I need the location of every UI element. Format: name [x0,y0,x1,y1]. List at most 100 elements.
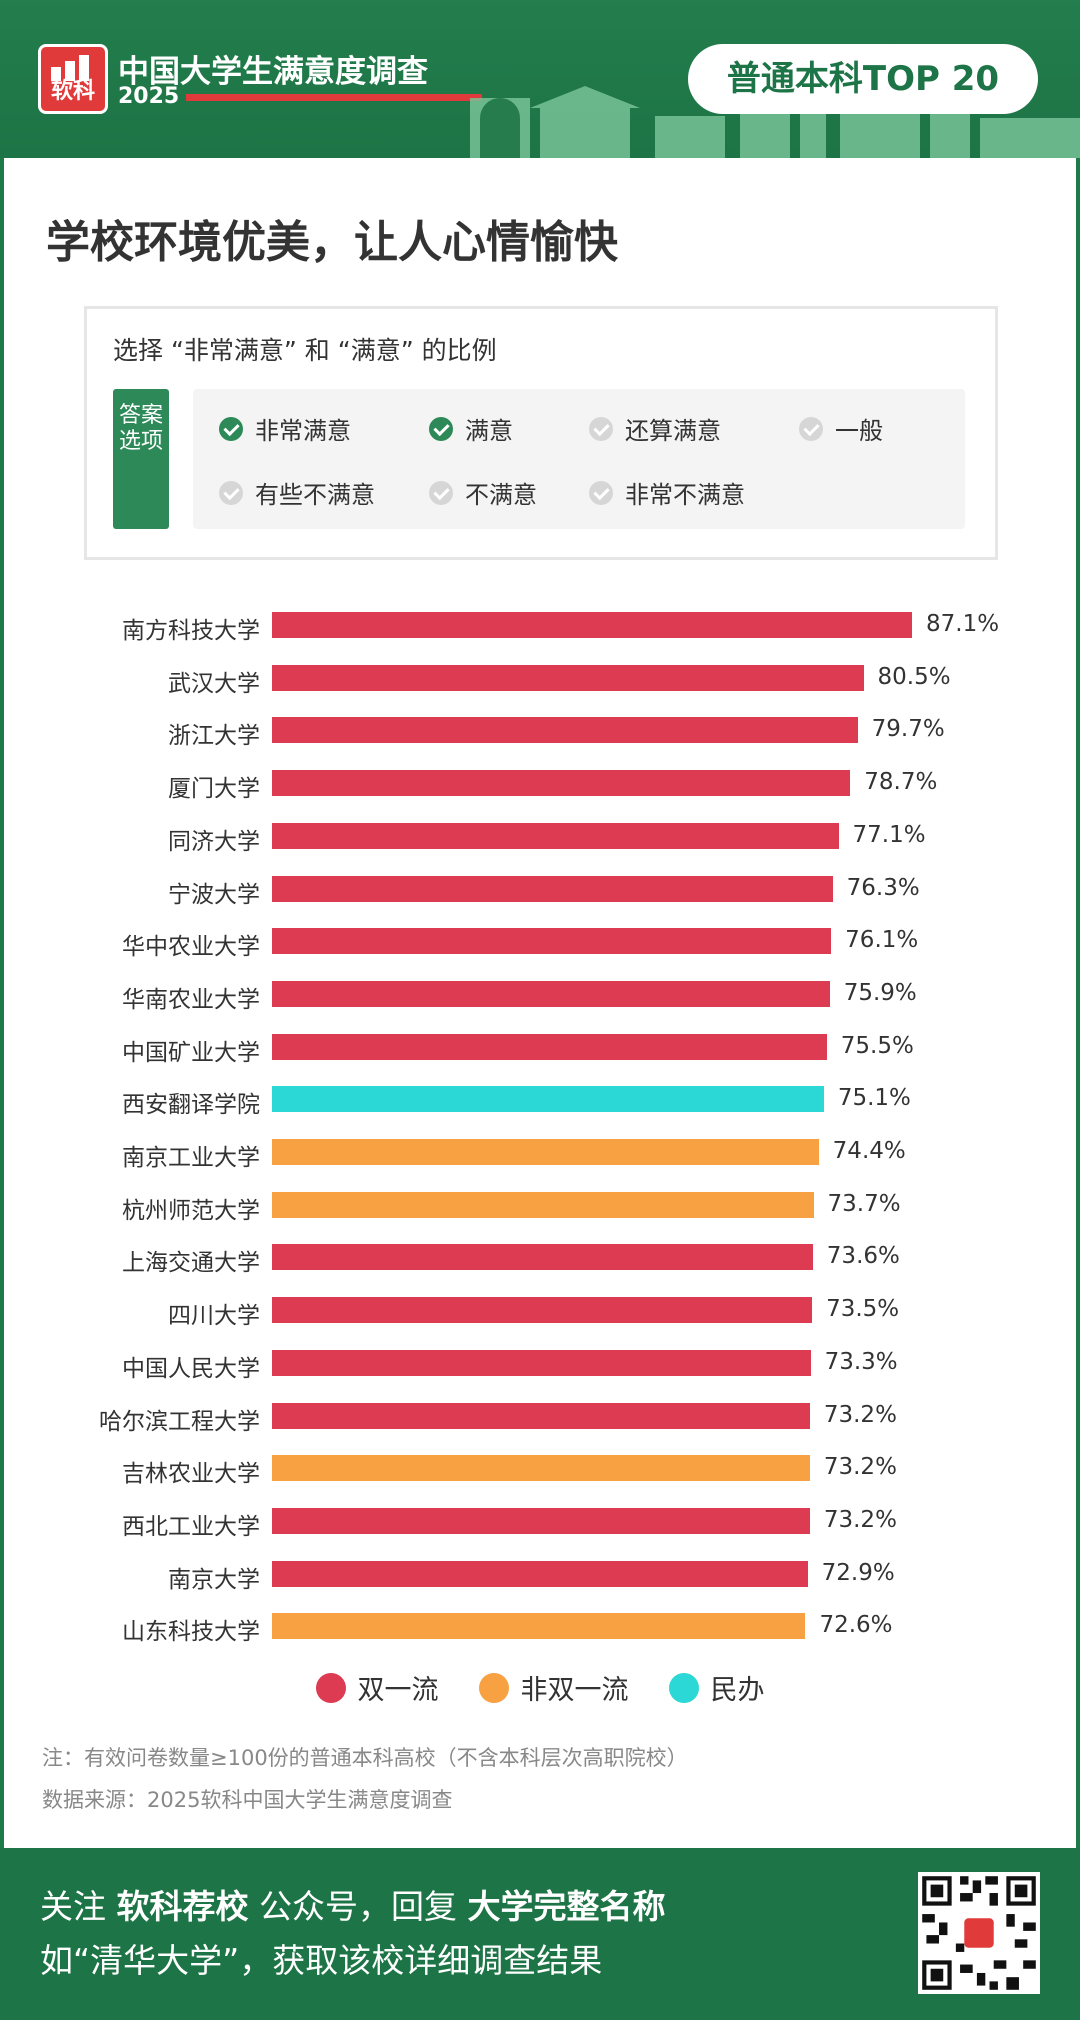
bar [272,1613,806,1640]
bar-label: 南方科技大学 [122,618,260,644]
bar [272,1560,808,1587]
bar-value-label: 73.5% [826,1296,900,1323]
legend-swatch [315,1672,346,1703]
footer-line-2: 如“清华大学”，获取该校详细调查结果 [40,1941,603,1980]
ruanke-logo: 软科 [38,44,108,114]
survey-year: 2025 [118,84,180,109]
bar-label: 山东科技大学 [122,1619,260,1646]
bar-label: 华南农业大学 [122,986,260,1013]
bar-label: 同济大学 [168,828,260,855]
answer-options-tag: 答案选项 [113,389,169,529]
legend-swatch [478,1672,509,1703]
logo-text: 软科 [50,79,95,104]
check-icon [219,480,243,505]
footer-text: 关注 [40,1887,117,1926]
bar-label: 上海交通大学 [122,1250,260,1277]
bar-value-label: 73.2% [823,1401,897,1428]
headline: 学校环境优美，让人心情愉快 [46,217,618,268]
bar-value-label: 72.6% [819,1612,893,1639]
option-satisfied: 满意 [429,411,513,446]
answer-options-box: 选择 “非常满意” 和 “满意” 的比例 答案选项 非常满意 满意 还算满意 一… [84,306,998,560]
survey-title: 中国大学生满意度调查 [118,54,428,90]
bar [272,822,839,849]
legend-label: 民办 [710,1675,765,1706]
check-icon [219,416,243,441]
bar-label: 中国人民大学 [122,1355,260,1382]
bar-value-label: 76.3% [846,874,920,901]
account-name: 软科荐校 [116,1887,249,1926]
data-source: 数据来源：2025软科中国大学生满意度调查 [42,1788,453,1812]
bar [272,1191,814,1218]
option-somewhat-dissatisfied: 有些不满意 [219,475,375,510]
option-very-dissatisfied: 非常不满意 [589,475,745,510]
bar-value-label: 79.7% [871,716,945,743]
legend-item-non-double-first-class: 非双一流 [478,1668,629,1707]
bar-value-label: 75.5% [840,1032,914,1059]
legend-swatch [668,1672,699,1703]
bar-label: 宁波大学 [168,881,260,908]
bar-value-label: 80.5% [877,663,951,690]
campus-skyline-illustration [470,86,1080,158]
reply-keyword: 大学完整名称 [467,1887,666,1926]
bar-value-label: 73.3% [824,1348,898,1375]
bar [272,770,851,797]
legend-item-double-first-class: 双一流 [315,1668,439,1707]
option-label: 还算满意 [625,417,721,445]
logo-bars-icon [51,55,97,81]
bar [272,717,858,744]
qr-code-icon[interactable] [918,1872,1040,1994]
legend-label: 非双一流 [520,1675,629,1706]
bar-value-label: 87.1% [926,611,1000,637]
check-icon [429,480,453,505]
content-card: 学校环境优美，让人心情愉快 选择 “非常满意” 和 “满意” 的比例 答案选项 … [4,158,1076,1848]
bar-value-label: 78.7% [864,769,938,796]
bar-label: 厦门大学 [168,776,260,803]
check-icon [799,416,823,441]
footer-line-1: 关注 软科荐校 公众号，回复 大学完整名称 [40,1880,665,1928]
bar [272,980,830,1007]
bar-value-label: 73.2% [823,1454,897,1481]
option-label: 满意 [465,417,513,445]
option-label: 不满意 [465,481,537,509]
bar [272,1455,810,1482]
bar [272,1402,810,1429]
bar [272,1139,819,1165]
top20-badge: 普通本科TOP 20 [688,44,1038,114]
title-underline [186,94,482,101]
chart-legend: 双一流 非双一流 民办 [4,1668,1076,1707]
bar-value-label: 77.1% [852,821,926,848]
bar-label: 南京大学 [168,1566,260,1593]
bar-value-label: 73.6% [826,1243,900,1270]
bar-label: 四川大学 [168,1303,260,1330]
footer-text: 公众号，回复 [248,1887,468,1926]
bar-label: 南京工业大学 [122,1145,260,1171]
question-text: 选择 “非常满意” 和 “满意” 的比例 [113,336,497,365]
satisfaction-bar-chart: 南方科技大学 87.1% 武汉大学 80.5% 浙江大学 79.7% 厦门大学 78.7% 同济… [4,596,1076,1756]
option-label: 非常满意 [255,417,351,445]
check-icon [589,416,613,441]
bar [272,664,864,691]
bar-label: 西北工业大学 [122,1513,260,1540]
bar [272,1297,813,1324]
option-dissatisfied: 不满意 [429,475,537,510]
check-icon [429,416,453,441]
bar [272,928,832,955]
bar-value-label: 73.2% [823,1506,897,1533]
bar-value-label: 75.9% [843,979,917,1006]
bar-label: 武汉大学 [168,670,260,697]
bar-label: 吉林农业大学 [122,1461,260,1488]
bar [272,612,912,638]
bar-label: 华中农业大学 [122,934,260,961]
bar-label: 浙江大学 [168,723,260,750]
footnote: 注：有效问卷数量≥100份的普通本科高校（不含本科层次高职院校） [42,1746,688,1770]
bar-value-label: 74.4% [832,1138,906,1164]
option-neutral: 一般 [799,411,883,446]
bar-label: 西安翻译学院 [122,1092,260,1119]
bar-value-label: 72.9% [821,1559,895,1586]
options-panel: 非常满意 满意 还算满意 一般 有些不满意 不满意 非常不满意 [193,389,965,529]
bar [272,875,833,902]
bar-value-label: 76.1% [845,927,919,954]
bar [272,1086,824,1113]
check-icon [589,480,613,505]
option-label: 有些不满意 [255,481,375,509]
